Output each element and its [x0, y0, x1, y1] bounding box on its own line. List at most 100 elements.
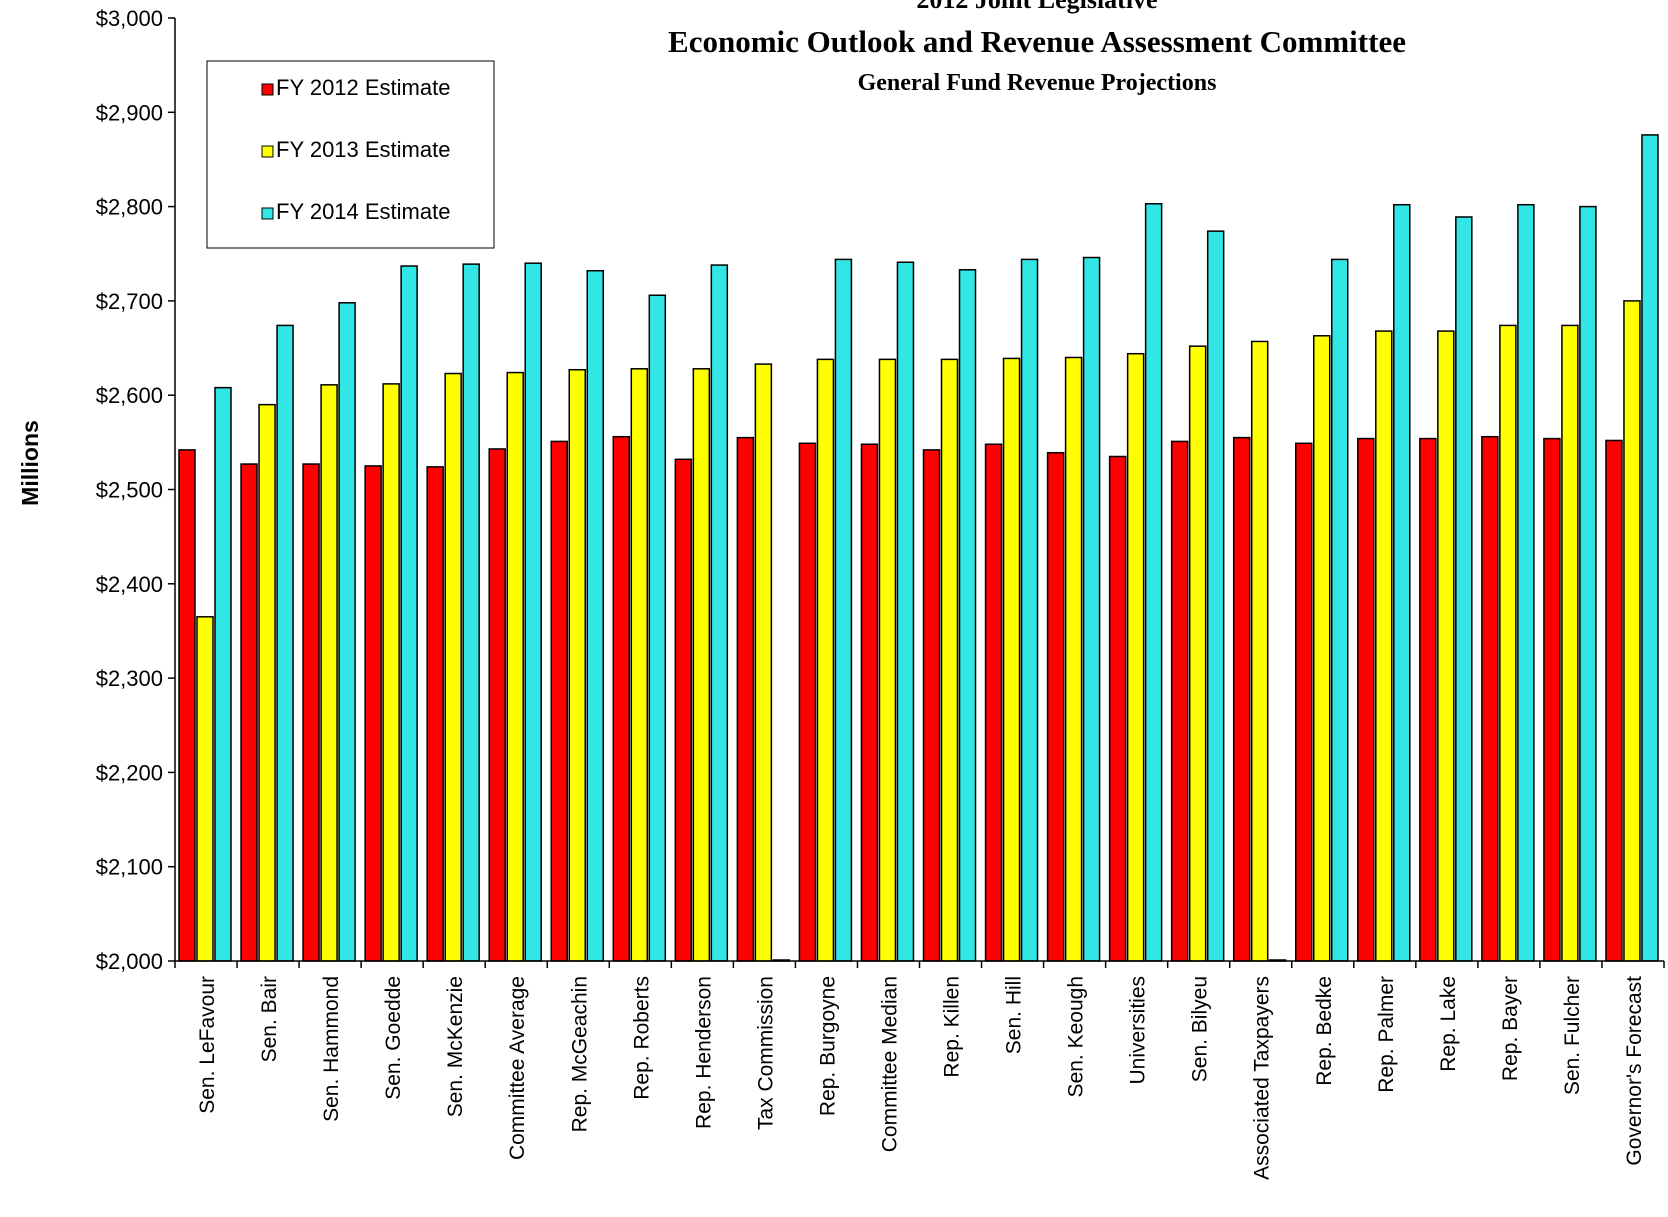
axes-layer [168, 17, 1665, 968]
bar-s1-22 [1543, 437, 1561, 962]
x-tick-label: Sen. Hill [1003, 976, 1026, 1054]
x-tick-label: Sen. LeFavour [196, 976, 219, 1114]
bar-s1-1 [240, 463, 258, 962]
bar-s2-20 [1437, 330, 1455, 962]
bar-s2-11 [878, 358, 897, 962]
bar-s3-7 [648, 294, 667, 962]
bar-s1-7 [612, 435, 631, 962]
legend-box [206, 60, 495, 249]
bar-s1-0 [178, 449, 196, 962]
bar-s3-14 [1082, 256, 1101, 962]
y-tick-label: $2,000 [96, 949, 163, 974]
bar-s1-6 [550, 440, 568, 962]
bar-s2-6 [568, 368, 586, 962]
chart-subtitle: Economic Outlook and Revenue Assessment … [668, 24, 1406, 59]
bar-s3-23 [1641, 134, 1659, 962]
legend: FY 2012 Estimate FY 2013 Estimate FY 2014 … [206, 60, 495, 249]
chart-title: 2012 Joint Legislative [916, 0, 1157, 14]
x-tick-label: Associated Taxpayers [1251, 976, 1274, 1180]
x-tick-label: Sen. Bilyeu [1189, 976, 1212, 1082]
bar-s3-2 [338, 302, 356, 962]
legend-swatch-1 [261, 83, 274, 96]
bar-s2-13 [1002, 357, 1021, 962]
bar-s1-20 [1419, 437, 1437, 962]
y-tick-label: $2,900 [96, 100, 163, 125]
bar-s2-1 [258, 403, 276, 962]
y-tick-label: $2,600 [96, 383, 163, 408]
bar-s1-13 [984, 443, 1003, 962]
y-tick-label: $2,800 [96, 195, 163, 220]
bar-s3-1 [276, 324, 294, 962]
x-tick-label: Sen. Goedde [382, 976, 405, 1100]
bar-s3-4 [462, 263, 480, 962]
bar-s3-20 [1455, 216, 1473, 962]
x-tick-label: Sen. Bair [258, 976, 281, 1062]
bar-s1-5 [488, 448, 506, 962]
y-tick-labels: $2,000 $2,100 $2,200 $2,300 $2,400 $2,500 $2,6… [96, 6, 163, 974]
bar-s1-9 [736, 436, 755, 962]
bar-s2-22 [1561, 324, 1579, 962]
bar-s3-5 [524, 262, 542, 962]
bar-s3-16 [1206, 230, 1225, 962]
bar-s3-6 [586, 269, 604, 962]
legend-label-2: FY 2013 Estimate [276, 137, 450, 162]
bar-s1-18 [1295, 442, 1313, 962]
bar-s2-2 [320, 384, 338, 962]
bar-s3-8 [710, 264, 729, 962]
bar-s3-22 [1579, 205, 1597, 962]
bar-s2-7 [630, 368, 649, 962]
x-tick-label: Committee Median [878, 976, 901, 1152]
bar-s1-4 [426, 466, 444, 962]
y-tick-label: $2,200 [96, 760, 163, 785]
y-tick-label: $2,100 [96, 855, 163, 880]
bar-s2-15 [1126, 352, 1145, 962]
bar-s1-21 [1481, 435, 1499, 962]
legend-label-1: FY 2012 Estimate [276, 75, 450, 100]
y-axis-label: Millions [17, 420, 43, 506]
bar-s1-17 [1232, 436, 1251, 962]
bar-s1-3 [364, 465, 382, 962]
bar-s2-16 [1188, 345, 1207, 962]
bar-s2-23 [1623, 300, 1641, 962]
x-tick-label: Rep. Roberts [630, 976, 653, 1100]
x-tick-label: Tax Commission [754, 976, 777, 1130]
bar-s3-12 [958, 269, 977, 962]
x-tick-label: Sen. McKenzie [444, 976, 467, 1117]
legend-swatch-2 [261, 145, 274, 158]
y-tick-label: $3,000 [96, 6, 163, 31]
bar-s2-12 [940, 358, 959, 962]
x-tick-label: Rep. Henderson [692, 976, 715, 1129]
bar-s2-10 [816, 358, 835, 962]
legend-label-3: FY 2014 Estimate [276, 199, 450, 224]
y-tick-label: $2,500 [96, 478, 163, 503]
x-tick-label: Sen. Keough [1065, 976, 1088, 1097]
x-tick-label: Rep. Palmer [1375, 976, 1398, 1093]
x-tick-label: Governor's Forecast [1623, 976, 1646, 1166]
bar-s3-18 [1331, 258, 1349, 962]
bar-s2-0 [196, 616, 214, 962]
bar-s2-5 [506, 371, 524, 962]
x-tick-label: Sen. Hammond [320, 976, 343, 1122]
bar-s3-0 [214, 386, 232, 962]
bar-s2-9 [754, 363, 773, 962]
x-tick-label: Rep. Bayer [1499, 976, 1522, 1081]
bar-s3-21 [1517, 203, 1535, 962]
bar-s2-18 [1313, 335, 1331, 962]
bar-s2-14 [1064, 356, 1083, 962]
bar-s1-23 [1605, 439, 1623, 962]
bar-s1-14 [1046, 451, 1065, 962]
bars-layer [178, 134, 1659, 962]
bar-s1-10 [798, 442, 817, 962]
bar-s1-12 [922, 449, 941, 962]
x-tick-label: Rep. Burgoyne [816, 976, 839, 1116]
bar-s1-2 [302, 463, 320, 962]
y-tick-label: $2,700 [96, 289, 163, 314]
bar-s3-11 [896, 261, 915, 962]
x-tick-labels: Sen. LeFavour Sen. Bair Sen. Hammond Sen. G… [196, 976, 1646, 1180]
bar-s3-19 [1393, 203, 1411, 962]
chart-subtitle2: General Fund Revenue Projections [858, 70, 1217, 96]
y-tick-label: $2,300 [96, 666, 163, 691]
x-tick-label: Rep. Killen [941, 976, 964, 1078]
bar-s3-3 [400, 265, 418, 962]
bar-s1-11 [860, 443, 879, 962]
